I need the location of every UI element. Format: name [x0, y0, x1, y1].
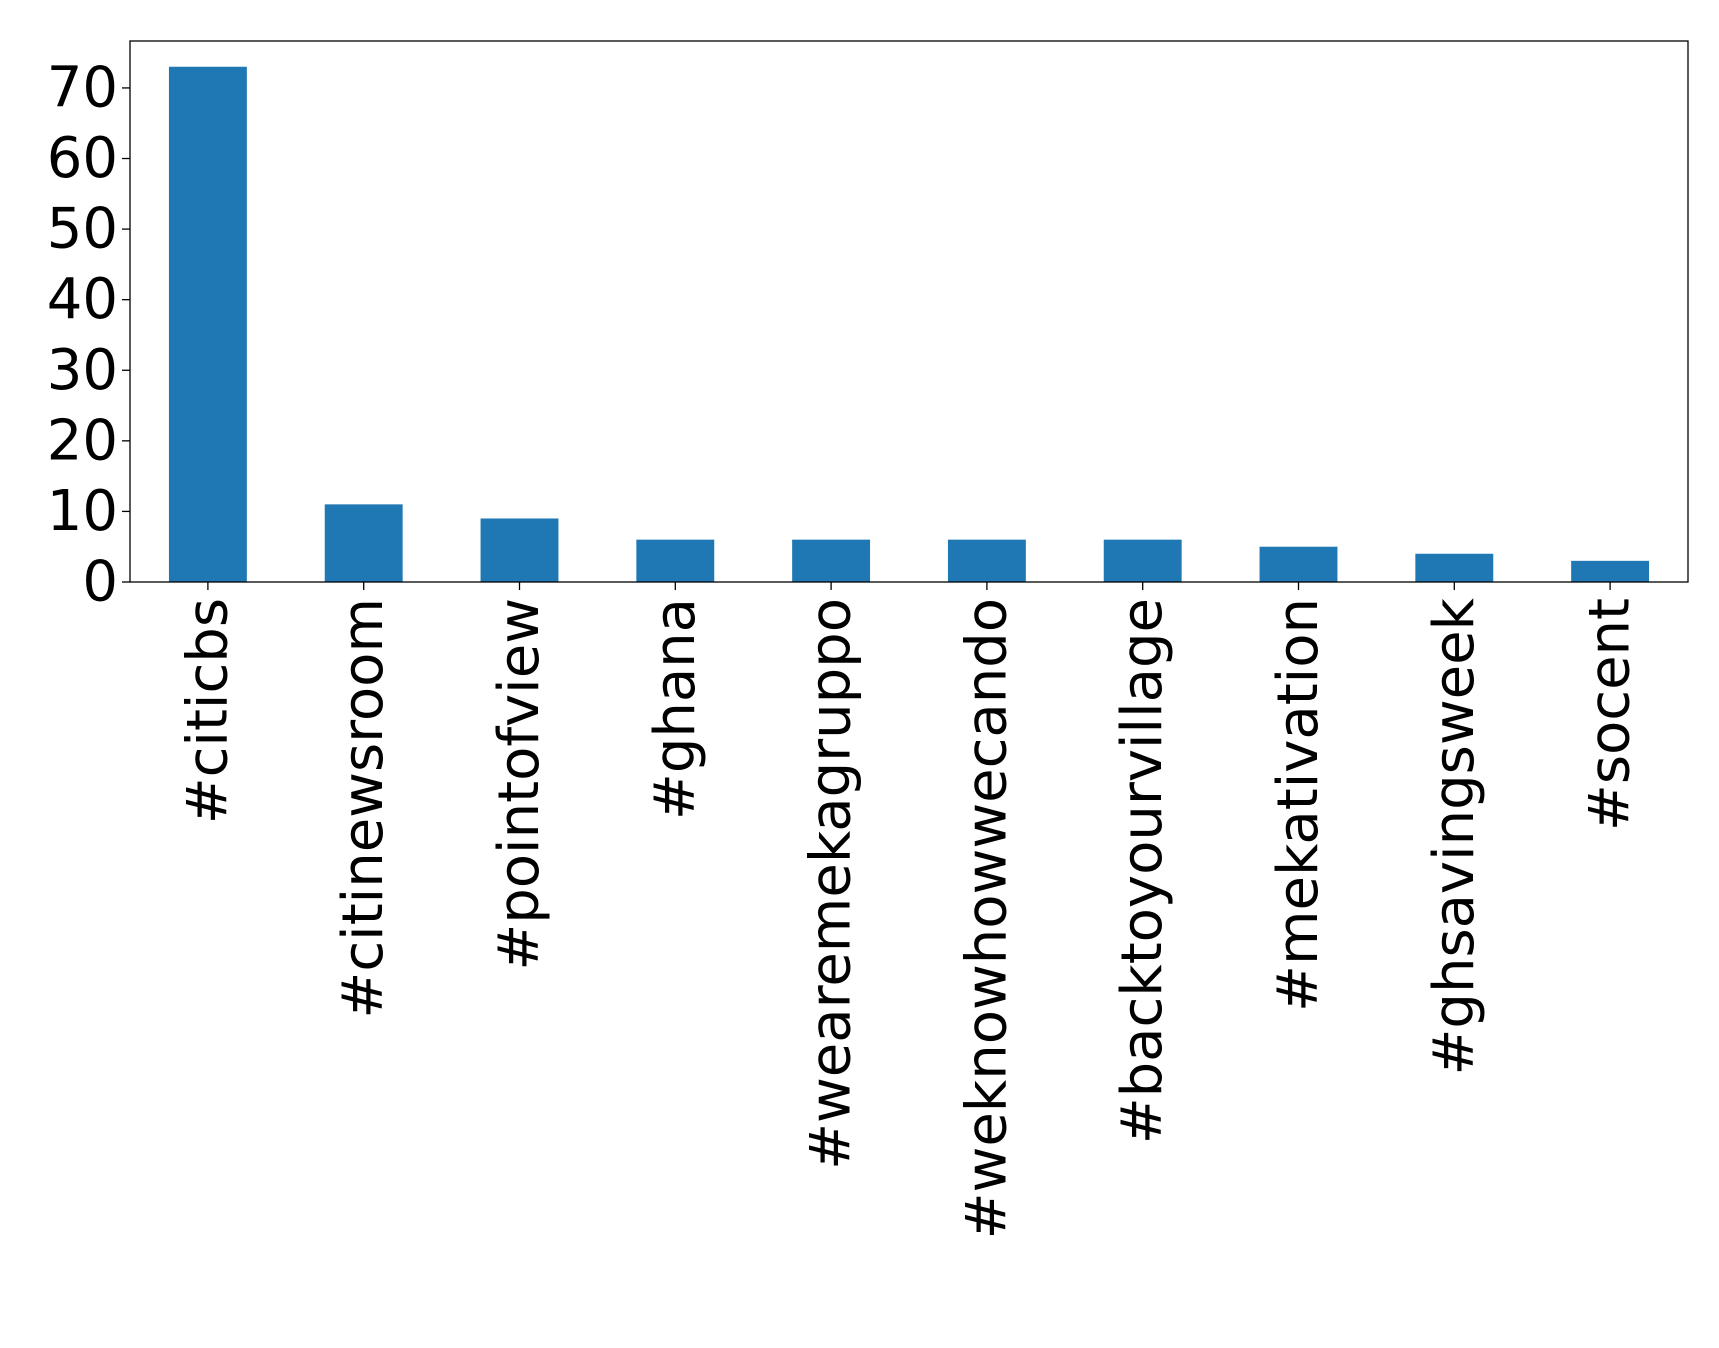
- bar: [1571, 560, 1650, 582]
- x-tick-label: #citicbs: [175, 598, 240, 824]
- y-tick-label: 40: [47, 267, 118, 332]
- y-tick-label: 50: [47, 197, 118, 262]
- bar: [636, 539, 715, 582]
- bar: [168, 66, 247, 582]
- x-tick-label: #pointofview: [487, 598, 552, 971]
- bar: [324, 504, 403, 582]
- y-tick-label: 70: [47, 55, 118, 120]
- bar: [1415, 553, 1494, 582]
- y-tick-label: 20: [47, 408, 118, 473]
- plot-frame: [129, 40, 1689, 583]
- bar: [947, 539, 1026, 582]
- x-tick-label: #backtoyourvillage: [1110, 598, 1175, 1144]
- x-tick-label: #mekativation: [1266, 598, 1331, 1012]
- x-axis: #citicbs #citinewsroom #pointofview #ghana #…: [175, 582, 1643, 1239]
- y-tick-label: 10: [47, 479, 118, 544]
- bars-group: [168, 66, 1650, 582]
- bar: [480, 518, 559, 582]
- bar: [792, 539, 871, 582]
- y-tick-label: 30: [47, 338, 118, 403]
- x-tick-label: #socent: [1578, 598, 1643, 831]
- y-tick-label: 0: [82, 550, 118, 615]
- bar: [1103, 539, 1182, 582]
- x-tick-label: #ghsavingsweek: [1422, 597, 1487, 1075]
- x-tick-label: #ghana: [643, 598, 708, 820]
- x-tick-label: #wearemekagruppo: [799, 598, 864, 1170]
- x-tick-label: #citinewsroom: [331, 598, 396, 1019]
- x-tick-label: #weknowhowwecando: [954, 598, 1019, 1239]
- bar: [1259, 546, 1338, 582]
- y-tick-label: 60: [47, 126, 118, 191]
